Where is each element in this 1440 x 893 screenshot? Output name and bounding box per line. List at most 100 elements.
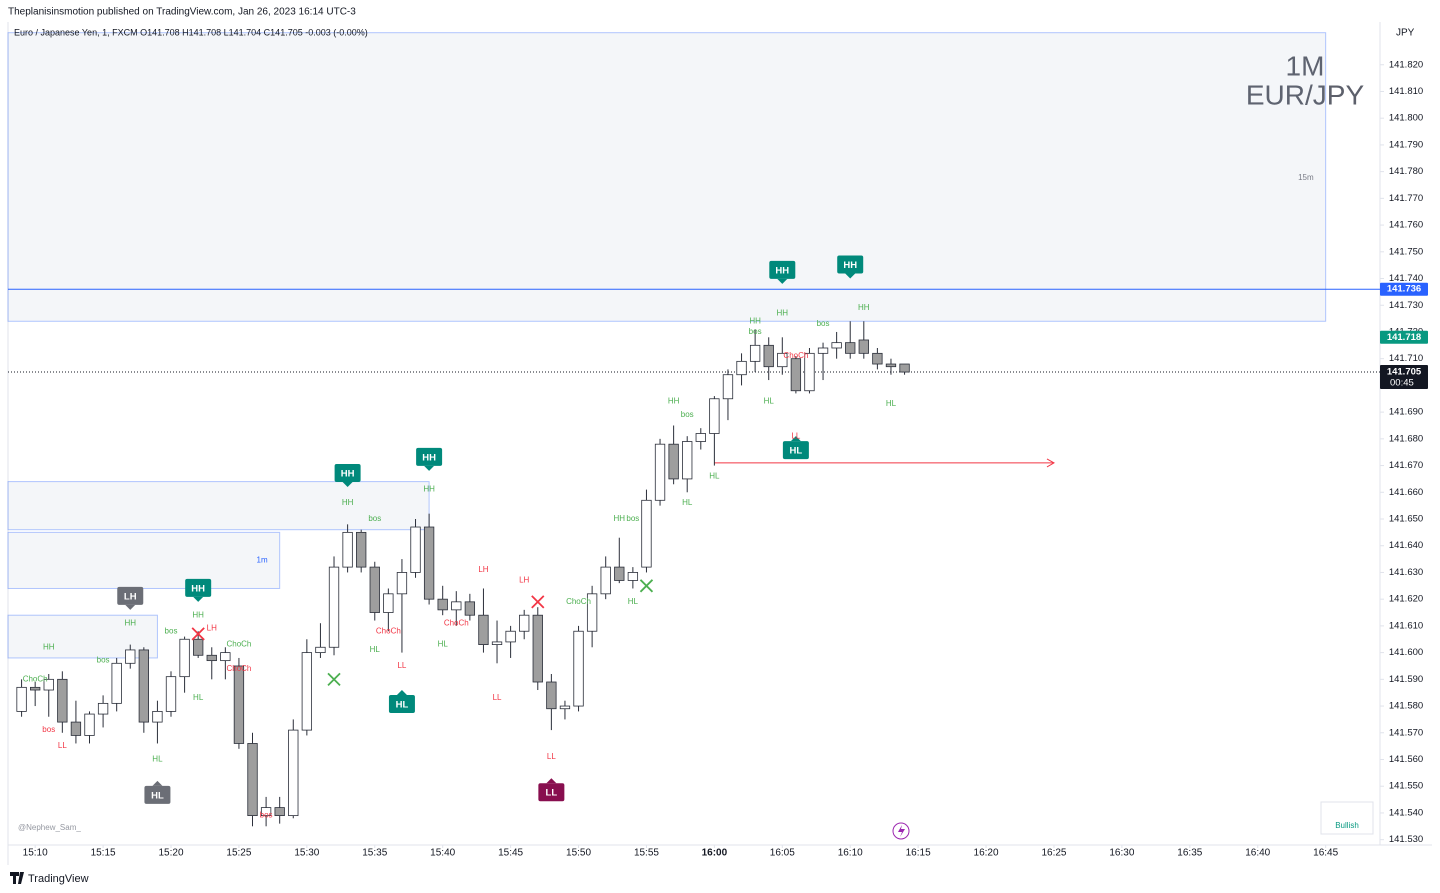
y-tick-label: 141.710 [1389, 353, 1423, 364]
candle-body [328, 566, 340, 648]
structure-label: HH [124, 618, 136, 627]
structure-label: ChoCh [226, 640, 251, 649]
candle-body [179, 638, 190, 678]
badge [769, 260, 796, 279]
badge [416, 447, 443, 466]
structure-label: ChoCh [376, 626, 401, 635]
x-tick-label: 16:30 [1109, 848, 1134, 859]
candle-body [423, 526, 435, 600]
icon [898, 825, 905, 837]
structure-label: bos [817, 319, 830, 328]
structure-label: bos [681, 410, 694, 419]
status-box [1320, 801, 1374, 835]
structure-label: ChoCh [783, 351, 808, 360]
badge-label: HL [151, 790, 164, 801]
y-tick-label: 141.540 [1389, 807, 1423, 818]
candle-body [247, 743, 258, 817]
candle-body [165, 676, 177, 712]
x-tick-label: 16:35 [1177, 848, 1202, 859]
candle-body [111, 662, 122, 704]
legend: Euro / Japanese Yen, 1, FXCM O141.708 H1… [14, 27, 368, 37]
badge [782, 441, 809, 460]
y-tick-label: 141.620 [1389, 594, 1423, 605]
structure-label: HL [886, 399, 897, 408]
candle-body [16, 686, 27, 712]
publisher: Theplanisinsmotion published on TradingV… [8, 7, 356, 18]
badge [144, 785, 171, 804]
structure-label: LL [547, 752, 556, 761]
signature: @Nephew_Sam_ [18, 823, 81, 832]
x-tick-label: 15:25 [226, 848, 251, 859]
badge-label: HH [191, 583, 205, 594]
structure-label: bos [165, 626, 178, 635]
watermark: 1M [1286, 50, 1325, 81]
candle-body [722, 374, 734, 400]
structure-label: bos [97, 656, 110, 665]
candle-body [97, 702, 109, 715]
badge-pointer [396, 690, 407, 696]
candle-body [790, 358, 802, 392]
badge-pointer [342, 481, 353, 487]
structure-label: HL [370, 645, 381, 654]
candle-body [600, 566, 611, 595]
x-tick-label: 16:05 [770, 848, 795, 859]
candle-body [152, 710, 163, 723]
candle-body [220, 652, 231, 662]
candle-body [804, 352, 815, 392]
structure-label: HH [668, 397, 680, 406]
candle-body [519, 614, 530, 632]
badge-pointer [193, 596, 204, 602]
y-tick-label: 141.680 [1389, 433, 1423, 444]
x-tick-label: 15:45 [498, 848, 523, 859]
y-tick-label: 141.640 [1389, 540, 1423, 551]
y-tick-label: 141.570 [1389, 727, 1423, 738]
zone [7, 531, 281, 589]
structure-label: LH [519, 576, 529, 585]
x-tick-label: 15:50 [566, 848, 591, 859]
price-label-box [1380, 330, 1428, 344]
candle-body [260, 807, 272, 817]
y-tick-label: 141.650 [1389, 514, 1423, 525]
zone-label: 15m [1298, 173, 1314, 182]
watermark: EUR/JPY [1246, 79, 1365, 110]
candle-body [668, 443, 679, 480]
x-tick-label: 16:10 [838, 848, 863, 859]
candle-body [641, 499, 652, 568]
structure-label: LL [791, 431, 800, 440]
structure-label: HL [709, 471, 720, 480]
badge [538, 783, 565, 802]
badge [117, 586, 144, 605]
x-tick-label: 16:20 [974, 848, 999, 859]
zone [7, 614, 158, 659]
candle-body [84, 713, 95, 736]
badge-label: HH [422, 452, 436, 463]
candle-body [777, 352, 788, 368]
candle-body [654, 443, 666, 501]
candle-body [315, 646, 326, 654]
x-tick-label: 15:35 [362, 848, 387, 859]
y-tick-label: 141.580 [1389, 701, 1423, 712]
x-tick-label: 16:45 [1313, 848, 1338, 859]
candle-body [478, 614, 489, 645]
candle-body [451, 601, 462, 611]
candle-body [559, 705, 571, 710]
badge-label: HH [843, 260, 857, 271]
structure-label: LL [397, 661, 406, 670]
price-label: 141.705 [1387, 367, 1422, 378]
zone [7, 481, 430, 531]
price-label: 141.736 [1387, 284, 1421, 295]
structure-label: LH [478, 565, 488, 574]
candle-body [682, 441, 693, 480]
candle-body [845, 342, 856, 354]
structure-label: LL [58, 741, 67, 750]
badge-label: HH [775, 265, 789, 276]
x-tick-label: 15:10 [23, 848, 48, 859]
structure-label: HH [614, 514, 626, 523]
structure-label: ChoCh [23, 674, 48, 683]
structure-label: ChoCh [444, 618, 469, 627]
badge-pointer [152, 780, 163, 786]
y-tick-label: 141.630 [1389, 567, 1423, 578]
y-tick-label: 141.590 [1389, 674, 1423, 685]
y-tick-label: 141.780 [1389, 166, 1423, 177]
